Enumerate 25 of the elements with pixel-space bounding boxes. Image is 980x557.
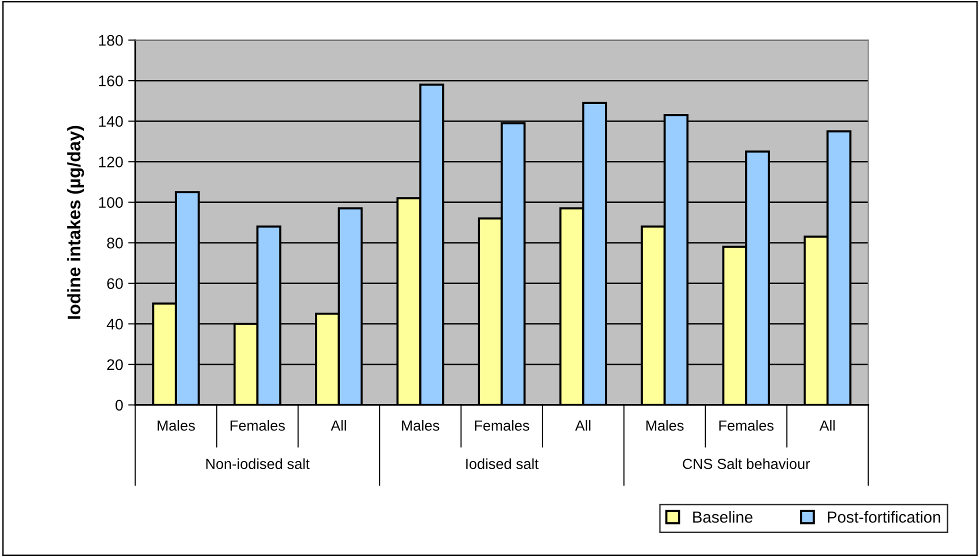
- x-tick-label: Females: [719, 420, 774, 431]
- y-tick-label: 140: [99, 116, 123, 127]
- x-tick-label: Males: [158, 420, 195, 431]
- y-tick-label: 20: [107, 359, 123, 370]
- x-tick-label: Males: [402, 420, 440, 431]
- x-tick-label: Females: [230, 420, 285, 431]
- x-tick-label: All: [819, 420, 835, 431]
- x-tick-label: Females: [475, 420, 530, 431]
- y-tick-label: 180: [99, 34, 123, 46]
- x-tick-label: All: [575, 420, 590, 431]
- y-tick-label: 0: [116, 400, 123, 411]
- legend-label: Post-fortification: [828, 511, 940, 523]
- y-tick-label: 40: [106, 318, 123, 330]
- y-tick-label: 100: [99, 197, 123, 208]
- y-tick-label: 60: [107, 278, 123, 290]
- y-tick-label: 160: [99, 76, 123, 86]
- y-tick-label: 120: [99, 156, 123, 168]
- x-tick-label: All: [330, 420, 346, 431]
- y-tick-label: 80: [107, 238, 123, 248]
- y-axis-title: Iodine intakes (µg/day): [67, 126, 84, 319]
- legend-label: Baseline: [693, 511, 752, 523]
- text: Iodised salt: [466, 458, 539, 470]
- x-tick-label: Males: [646, 420, 684, 431]
- text: Non-iodised salt: [206, 458, 310, 470]
- text: CNS Salt behaviour: [682, 458, 810, 470]
